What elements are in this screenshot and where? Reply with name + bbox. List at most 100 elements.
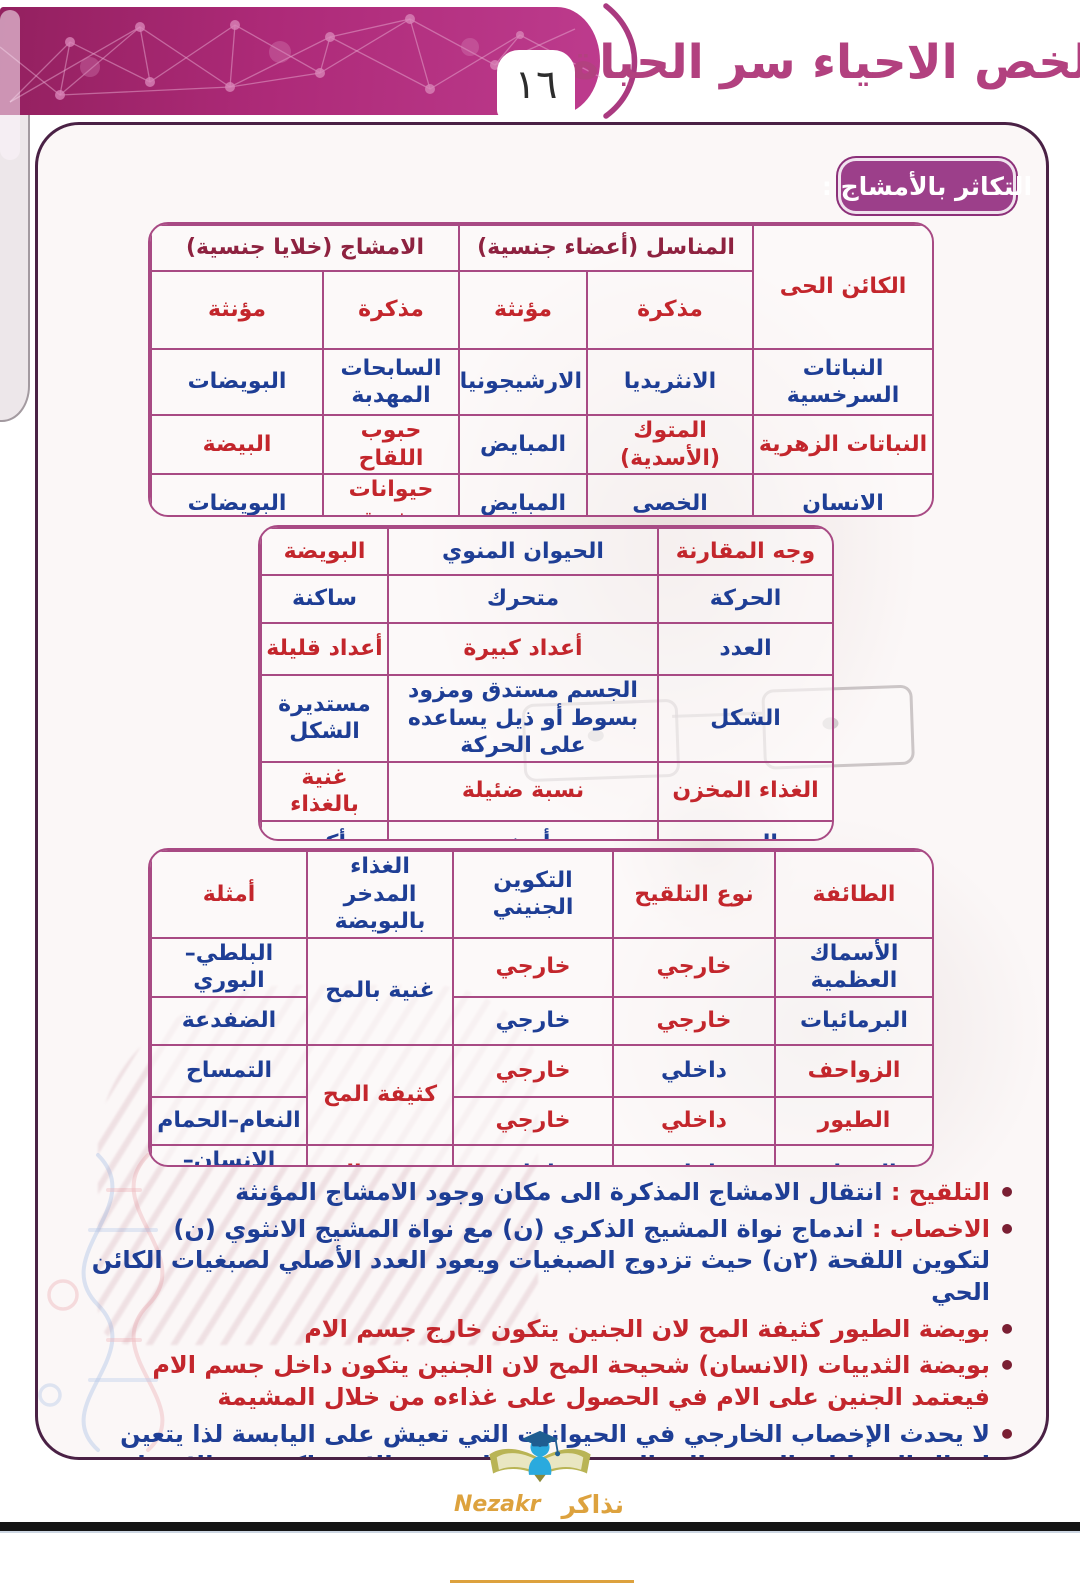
cell-sperm: نسبة ضئيلة (387, 760, 659, 822)
table-row: النباتات السرخسية الانثريديا الارشيجونيا… (150, 348, 932, 416)
cell-gonad-female: المبايض (458, 473, 589, 515)
cell-class-header: الطائفة (774, 850, 932, 939)
note-item: الاخصاب : اندماج نواة المشيج الذكري (ن) … (88, 1212, 1016, 1309)
page-number-tab: ١٦ (497, 50, 575, 120)
page-edge-highlight (0, 10, 20, 160)
cell-gamete-male-header: مذكرة (322, 270, 461, 350)
cell-examples: البلطي–البوري (150, 936, 308, 998)
cell-aspect-header: وجه المقارنة (657, 527, 832, 576)
cell-ovum: أعداد قليلة (260, 622, 389, 676)
cell-gonad-female-header: مؤنثة (458, 270, 589, 350)
cell-sperm: أصغر (387, 819, 659, 839)
logo-text: نذاكر Nezakr (450, 1490, 634, 1583)
cell-aspect: الشكل (657, 674, 832, 763)
table-row: الحركة متحرك ساكنة (260, 574, 832, 624)
table-row: الغذاء المخزن نسبة ضئيلة غنية بالغذاء (260, 760, 832, 822)
animal-classes-table: الطائفة نوع التلقيح التكوين الجنيني الغذ… (148, 848, 934, 1167)
cell-gamete-female: البويضات (150, 473, 325, 515)
cell-yolk-header: الغذاء المدخر بالبويضة (306, 850, 454, 939)
cell-fertilization: خارجي (612, 936, 776, 998)
cell-gamete-male: حيوانات منوية (322, 473, 461, 515)
cell-fertilization: داخلي (612, 1043, 776, 1098)
publisher-logo: نذاكر Nezakr (0, 1428, 1080, 1583)
bottom-black-bar (0, 1522, 1080, 1531)
page-title: ملخص الاحياء سر الحياة (571, 34, 1080, 90)
cell-ovum-header: البويضة (260, 527, 389, 576)
cell-embryo: داخلي (452, 1143, 614, 1165)
note-body: اندماج نواة المشيج الذكري (ن) مع نواة ال… (91, 1214, 990, 1307)
note-item: بويضة الطيور كثيفة المح لان الجنين يتكون… (88, 1312, 1016, 1349)
notes-list: التلقيح : انتقال الامشاج المذكرة الى مكا… (88, 1175, 1016, 1457)
table-row: الطيور داخلي خارجي النعام–الحمام (150, 1095, 932, 1146)
table-row: الطائفة نوع التلقيح التكوين الجنيني الغذ… (150, 850, 932, 939)
table-row: الانسان الخصى المبايض حيوانات منوية البو… (150, 473, 932, 515)
table-row: الزواحف داخلي خارجي كثيفة المح التمساح (150, 1043, 932, 1146)
cell-fertilization: خارجي (612, 995, 776, 1046)
cell-gamete-male: حبوب اللقاح (322, 414, 461, 475)
cell-gonads-group-header: المناسل (أعضاء جنسية) (458, 224, 755, 272)
table-row: البرمائيات خارجي خارجي الضفدعة (150, 995, 932, 1046)
section-badge: التكاثر بالأمشاج : (822, 158, 1032, 214)
cell-aspect: الحركة (657, 574, 832, 624)
table-row: الحجم أصغر أكبر (260, 819, 832, 839)
crescent-bracket-decoration (603, 3, 638, 119)
note-body: بويضة الطيور كثيفة المح لان الجنين يتكون… (304, 1314, 990, 1343)
cell-examples: الضفدعة (150, 995, 308, 1046)
bottom-edge-strip (0, 1531, 1080, 1533)
cell-gonad-male: المتوك (الأسدية) (586, 414, 755, 475)
graduate-book-logo-icon (489, 1430, 591, 1483)
cell-ovum: أكبر (260, 819, 389, 839)
cell-gamete-female: البيضة (150, 414, 325, 475)
table-row: الأسماك العظمية خارجي خارجي غنية بالمح ا… (150, 936, 932, 1046)
cell-gonad-male: الخصى (586, 473, 755, 515)
table-row: الكائن الحى المناسل (أعضاء جنسية) الامشا… (150, 224, 932, 350)
note-body: بويضة الثدييات (الانسان) شحيحة المح لان … (152, 1351, 990, 1412)
cell-embryo: خارجي (452, 1095, 614, 1146)
cell-gamete-female-header: مؤنثة (150, 270, 325, 350)
cell-yolk: شحيحة المح (306, 1143, 454, 1165)
table-row: النباتات الزهرية المتوك (الأسدية) المباي… (150, 414, 932, 475)
cell-sperm: أعداد كبيرة (387, 622, 659, 676)
cell-class: الأسماك العظمية (774, 936, 932, 998)
content-box: التكاثر بالأمشاج : الكائن الحى المناسل (… (35, 122, 1049, 1460)
cell-embryo: خارجي (452, 936, 614, 998)
cell-embryo: خارجي (452, 1043, 614, 1098)
cell-sperm-header: الحيوان المنوي (387, 527, 659, 576)
cell-class: الزواحف (774, 1043, 932, 1098)
cell-aspect: الغذاء المخزن (657, 760, 832, 822)
cell-aspect: الحجم (657, 819, 832, 839)
cell-yolk: كثيفة المح (306, 1043, 454, 1146)
note-lead: التلقيح : (882, 1178, 990, 1206)
cell-fertilization: داخلي (612, 1095, 776, 1146)
table-row: الثدييات داخلي داخلي شحيحة المح الانسان–… (150, 1143, 932, 1165)
cell-fertilization-header: نوع التلقيح (612, 850, 776, 939)
table-row: الشكل الجسم مستدق ومزود بسوط أو ذيل يساع… (260, 674, 832, 763)
logo-latin-name: Nezakr (454, 1492, 541, 1517)
cell-examples: الانسان–الحوت (150, 1143, 308, 1165)
table-row: وجه المقارنة الحيوان المنوي البويضة (260, 527, 832, 576)
cell-gamete-male: السابحات المهدبة (322, 348, 461, 416)
cell-class: البرمائيات (774, 995, 932, 1046)
cell-fertilization: داخلي (612, 1143, 776, 1165)
cell-gametes-group-header: الامشاج (خلايا جنسية) (150, 224, 461, 272)
cell-gonad-female: المبايض (458, 414, 589, 475)
cell-examples: التمساح (150, 1043, 308, 1098)
cell-organism-header: الكائن الحى (752, 224, 932, 350)
cell-sperm: الجسم مستدق ومزود بسوط أو ذيل يساعده على… (387, 674, 659, 763)
note-body: انتقال الامشاج المذكرة الى مكان وجود الا… (235, 1178, 883, 1206)
cell-gonad-male-header: مذكرة (586, 270, 755, 350)
cell-organism: النباتات الزهرية (752, 414, 932, 475)
cell-organism: النباتات السرخسية (752, 348, 932, 416)
cell-gonad-female: الارشيجونيا (458, 348, 589, 416)
cell-gonad-male: الانثريديا (586, 348, 755, 416)
cell-examples: النعام–الحمام (150, 1095, 308, 1146)
cell-class: الثدييات (774, 1143, 932, 1165)
organism-gametes-table: الكائن الحى المناسل (أعضاء جنسية) الامشا… (148, 222, 934, 517)
table-row: العدد أعداد كبيرة أعداد قليلة (260, 622, 832, 676)
cell-organism: الانسان (752, 473, 932, 515)
cell-class: الطيور (774, 1095, 932, 1146)
cell-sperm: متحرك (387, 574, 659, 624)
cell-embryo-header: التكوين الجنيني (452, 850, 614, 939)
sperm-ovum-table: وجه المقارنة الحيوان المنوي البويضة الحر… (258, 525, 834, 841)
cell-ovum: مستديرة الشكل (260, 674, 389, 763)
